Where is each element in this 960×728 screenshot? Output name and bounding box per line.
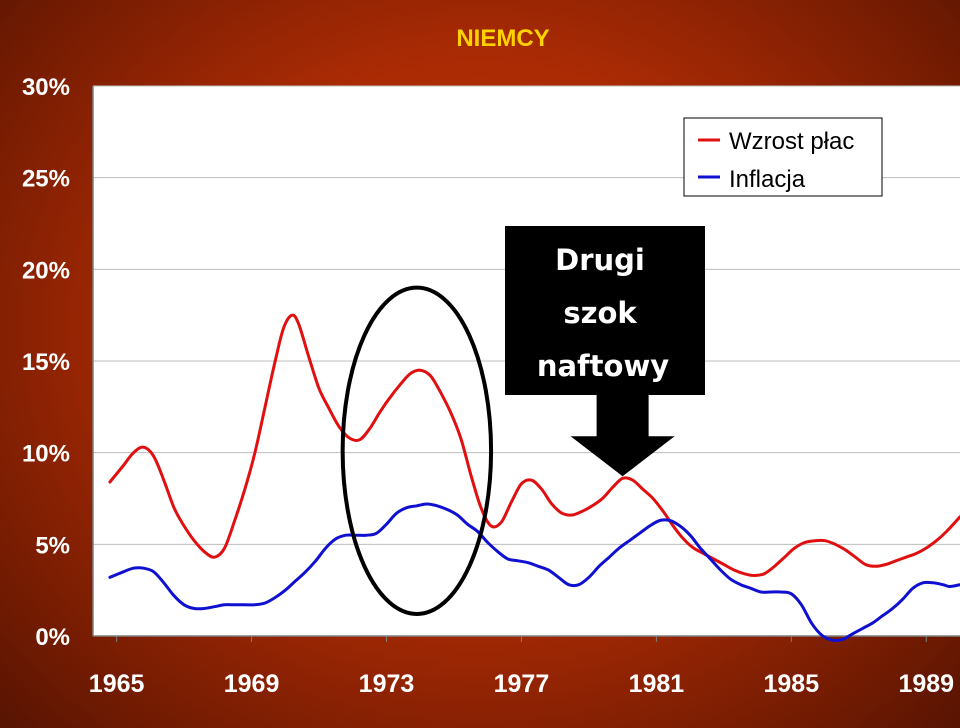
y-tick-label: 0% (35, 624, 70, 651)
callout-box (505, 226, 705, 395)
callout-arrow (570, 394, 675, 477)
legend-label-wage-growth: Wzrost płac (729, 128, 854, 155)
chart-title: NIEMCY (456, 25, 549, 52)
x-tick-label: 1985 (764, 670, 820, 698)
series-lines (108, 313, 960, 642)
highlight-ellipse (340, 285, 494, 617)
y-tick-label: 15% (22, 349, 70, 376)
x-tick-label: 1965 (89, 670, 145, 698)
series-line-wage-growth (108, 313, 960, 577)
x-tick-label: 1981 (629, 670, 685, 698)
series-line-inflation (108, 502, 960, 642)
x-tick-label: 1977 (494, 670, 550, 698)
y-tick-label: 5% (35, 532, 70, 559)
legend: Wzrost płac Inflacja (683, 117, 883, 197)
y-tick-label: 20% (22, 257, 70, 284)
y-axis-ticks: 0% 5% 10% 15% 20% 25% 30% (22, 74, 70, 651)
y-tick-label: 10% (22, 441, 70, 468)
legend-label-inflation: Inflacja (729, 166, 806, 193)
y-tick-label: 30% (22, 74, 70, 101)
legend-box (683, 117, 883, 197)
callout-label-line: szok (563, 296, 637, 330)
annotations: Drugi szok naftowy (340, 226, 705, 617)
x-axis-ticks: 1965 1969 1973 1977 1981 1985 1989 (89, 636, 954, 698)
y-tick-label: 25% (22, 166, 70, 193)
callout-label-line: naftowy (537, 349, 669, 383)
x-tick-label: 1989 (898, 670, 954, 698)
x-tick-label: 1973 (359, 670, 415, 698)
callout-label-line: Drugi (555, 243, 645, 277)
x-tick-label: 1969 (224, 670, 280, 698)
